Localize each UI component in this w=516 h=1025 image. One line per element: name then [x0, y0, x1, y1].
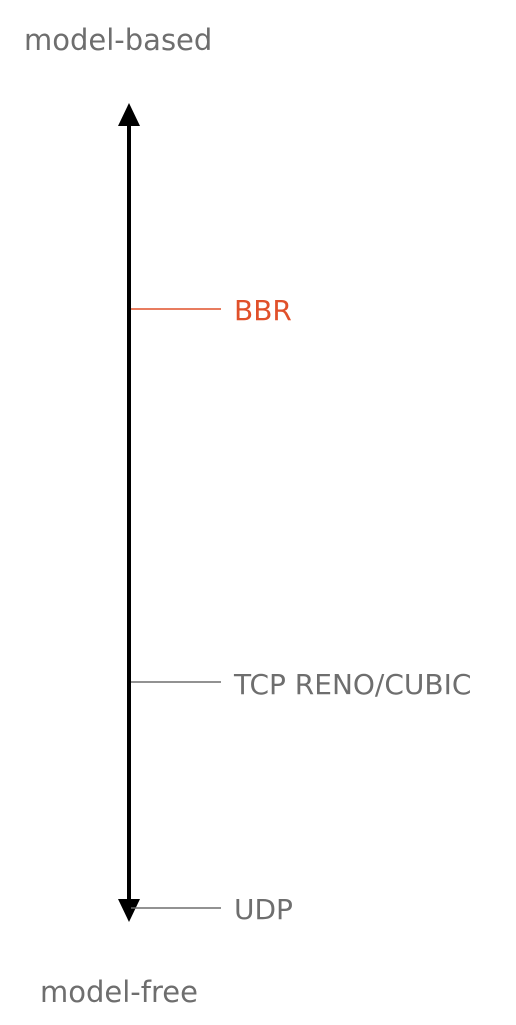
marker-label-udp: UDP [234, 893, 293, 926]
marker-label-tcp-reno-cubic: TCP RENO/CUBIC [234, 668, 472, 701]
marker-label-bbr: BBR [234, 294, 292, 327]
axis-top-label: model-based [24, 23, 213, 57]
axis-down-arrowhead [118, 899, 140, 922]
axis-bottom-label: model-free [40, 975, 198, 1009]
axis-up-arrowhead [118, 103, 140, 126]
